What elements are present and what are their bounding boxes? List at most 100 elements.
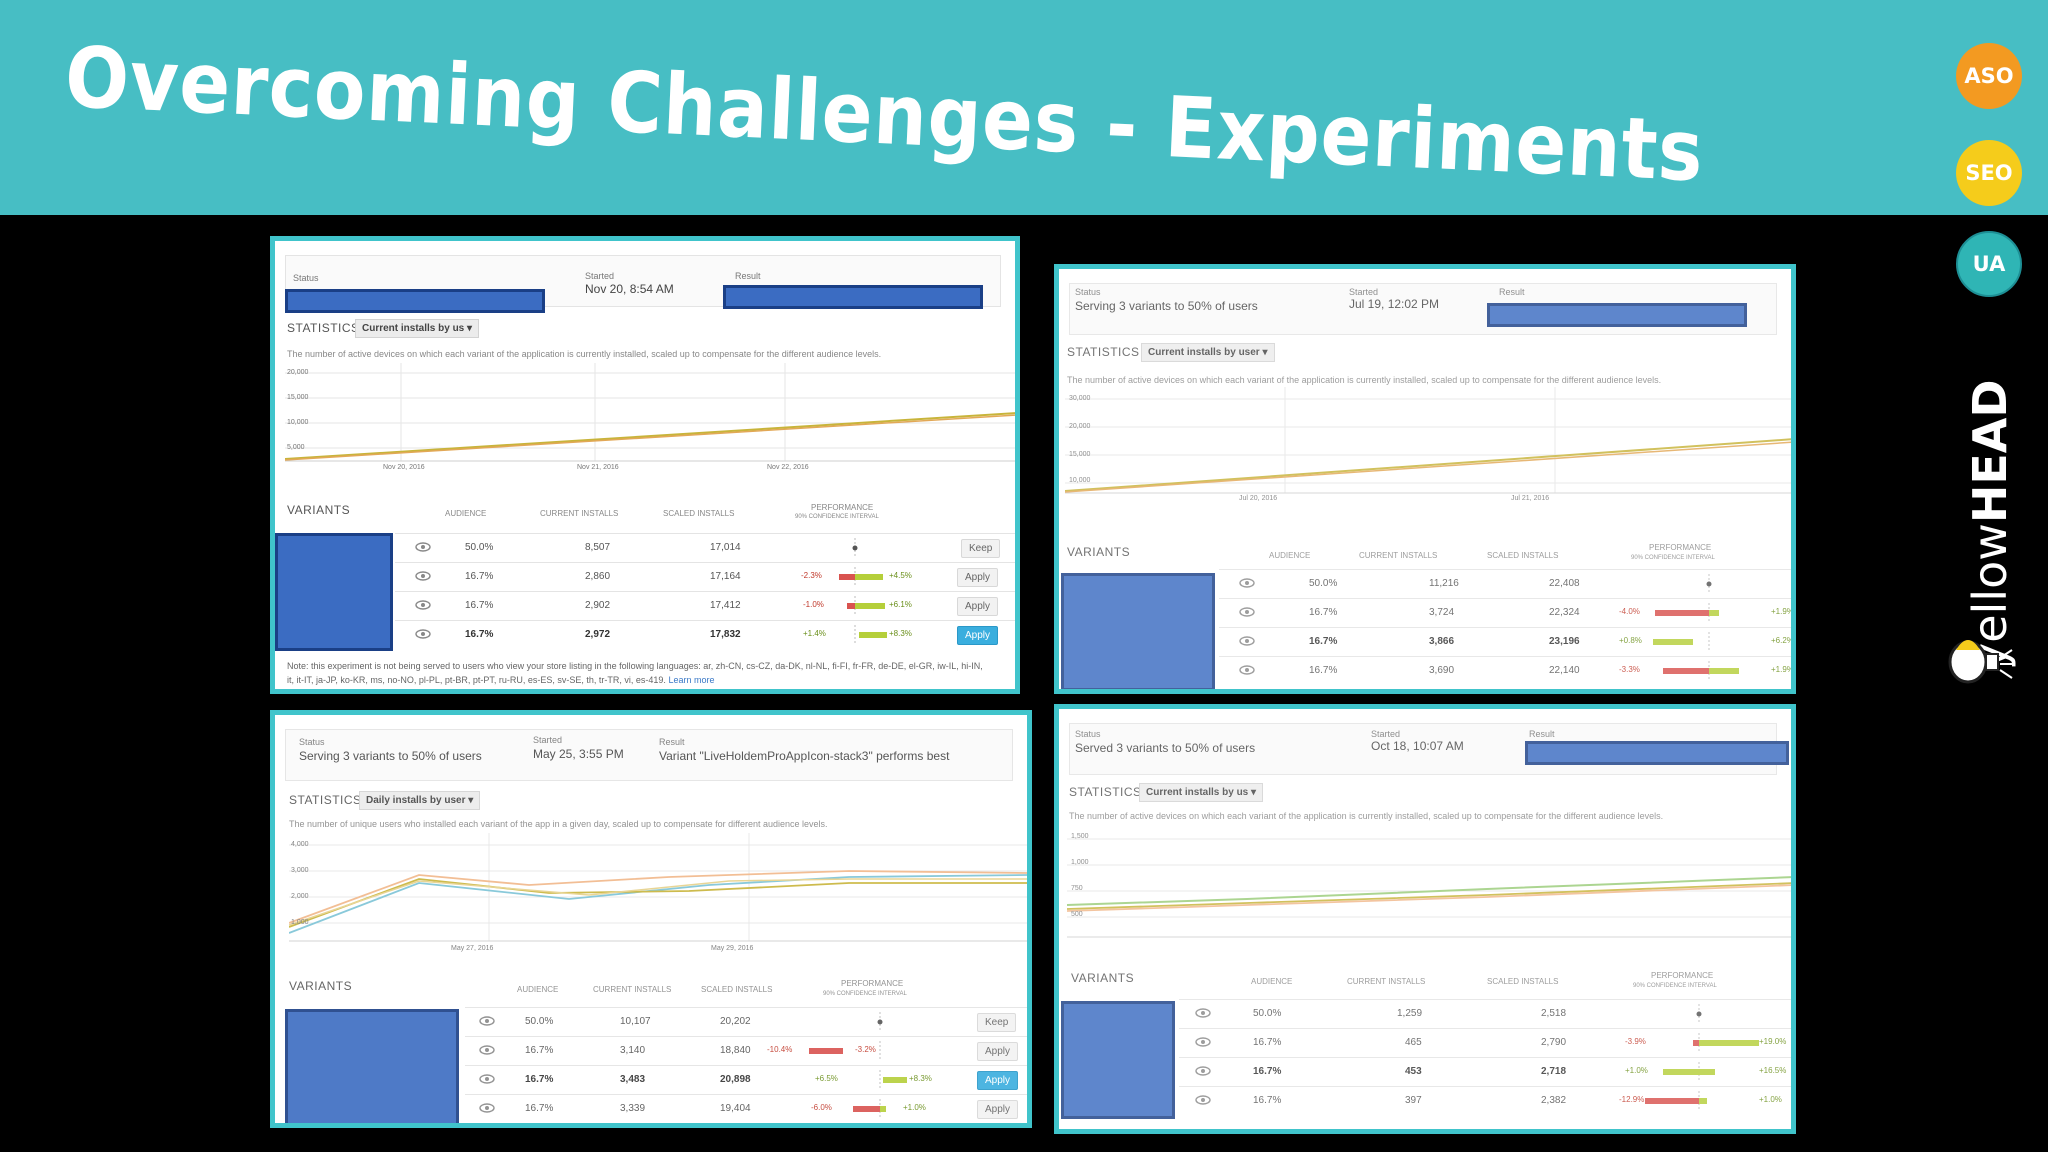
eye-icon[interactable] [479, 1103, 495, 1113]
col-scaled-installs: SCALED INSTALLS [701, 985, 773, 994]
status-value: Served 3 variants to 50% of users [1075, 741, 1256, 755]
apply-button[interactable]: Apply [977, 1071, 1019, 1090]
eye-icon[interactable] [1195, 1037, 1211, 1047]
current-installs-cell: 3,140 [620, 1045, 646, 1056]
current-installs-cell: 465 [1405, 1037, 1422, 1048]
scaled-installs-cell: 23,196 [1549, 636, 1580, 647]
apply-button[interactable]: Apply [977, 1100, 1019, 1119]
table-row: 16.7% 465 2,790 -3.9% +19.0% [1179, 1028, 1791, 1057]
audience-cell: 16.7% [465, 600, 494, 611]
audience-cell: 16.7% [1253, 1066, 1282, 1077]
eye-icon[interactable] [1239, 607, 1255, 617]
perf-high: +1.9% [1771, 665, 1794, 674]
stats-dropdown-label: Daily installs by user [366, 795, 466, 806]
slide-title-text: Overcoming Challenges - Experiments [63, 28, 1706, 200]
perf-high: +8.3% [889, 629, 912, 638]
eye-icon[interactable] [1239, 665, 1255, 675]
stats-dropdown[interactable]: Current installs by user ▾ [1141, 343, 1275, 362]
col-performance: PERFORMANCE [1651, 971, 1714, 980]
statistics-label: STATISTICS [289, 793, 362, 807]
statistics-label: STATISTICS [287, 321, 360, 335]
table-row: 50.0% 11,216 22,408 [1219, 569, 1791, 598]
apply-button[interactable]: Apply [957, 626, 999, 645]
redacted-variant-icons [285, 1009, 459, 1123]
x-tick: Jul 21, 2016 [1511, 495, 1550, 502]
eye-icon[interactable] [479, 1045, 495, 1055]
installs-chart [1064, 387, 1791, 499]
statistics-label: STATISTICS [1067, 345, 1140, 359]
eye-icon[interactable] [415, 600, 431, 610]
audience-cell: 16.7% [465, 571, 494, 582]
performance-bar [1706, 574, 1712, 594]
redacted-result [1525, 741, 1789, 765]
stats-dropdown[interactable]: Current installs by us ▾ [355, 319, 480, 338]
col-performance: PERFORMANCE [1649, 543, 1712, 552]
stats-dropdown[interactable]: Current installs by us ▾ [1139, 783, 1264, 802]
apply-button[interactable]: Apply [977, 1042, 1019, 1061]
result-value: Variant "LiveHoldemProAppIcon-stack3" pe… [659, 749, 950, 763]
eye-icon[interactable] [415, 571, 431, 581]
started-label: Started [1349, 287, 1379, 297]
table-row: 16.7% 2,860 17,164 -2.3% +4.5% Apply [395, 562, 1015, 591]
eye-icon[interactable] [1195, 1095, 1211, 1105]
y-tick: 3,000 [291, 867, 309, 874]
y-tick: 4,000 [291, 841, 309, 848]
col-audience: AUDIENCE [1251, 977, 1293, 986]
perf-high: +1.0% [903, 1103, 926, 1112]
eye-icon[interactable] [415, 542, 431, 552]
table-row: 50.0% 10,107 20,202 Keep [465, 1007, 1027, 1036]
current-installs-cell: 3,724 [1429, 607, 1455, 618]
col-current-installs: CURRENT INSTALLS [540, 509, 619, 518]
variants-label: VARIANTS [289, 979, 353, 993]
result-label: Result [1499, 287, 1525, 297]
eye-icon[interactable] [1195, 1066, 1211, 1076]
learn-more-link[interactable]: Learn more [668, 675, 715, 685]
table-row: 16.7% 3,690 22,140 -3.3% +1.9% [1219, 656, 1794, 685]
col-performance-sub: 90% CONFIDENCE INTERVAL [823, 991, 907, 997]
aso-badge: ASO [1956, 43, 2022, 109]
keep-button[interactable]: Keep [961, 539, 1001, 558]
experiment-header [285, 729, 1013, 781]
variants-label: VARIANTS [1071, 971, 1135, 985]
col-scaled-installs: SCALED INSTALLS [1487, 977, 1559, 986]
apply-button[interactable]: Apply [957, 597, 999, 616]
eye-icon[interactable] [415, 629, 431, 639]
note-line-1: Note: this experiment is not being serve… [287, 661, 983, 671]
stats-dropdown-label: Current installs by us [362, 323, 465, 334]
current-installs-cell: 2,860 [585, 571, 611, 582]
redacted-result [723, 285, 983, 309]
current-installs-cell: 1,259 [1397, 1008, 1423, 1019]
y-tick: 2,000 [291, 893, 309, 900]
audience-cell: 50.0% [1309, 578, 1338, 589]
y-tick: 1,000 [1071, 859, 1089, 866]
performance-bar [853, 1099, 886, 1119]
keep-button[interactable]: Keep [977, 1013, 1017, 1032]
audience-cell: 16.7% [1253, 1095, 1282, 1106]
table-row: 16.7% 3,140 18,840 -10.4% -3.2% Apply [465, 1036, 1027, 1065]
performance-bar [852, 538, 858, 558]
performance-bar [809, 1041, 881, 1061]
col-performance: PERFORMANCE [841, 979, 904, 988]
result-label: Result [1529, 729, 1555, 739]
col-audience: AUDIENCE [517, 985, 559, 994]
status-label: Status [1075, 287, 1101, 297]
eye-icon[interactable] [1239, 578, 1255, 588]
current-installs-cell: 453 [1405, 1066, 1422, 1077]
y-tick: 15,000 [287, 394, 309, 401]
eye-icon[interactable] [479, 1074, 495, 1084]
current-installs-cell: 3,690 [1429, 665, 1455, 676]
stats-dropdown[interactable]: Daily installs by user ▾ [359, 791, 481, 810]
started-value: Jul 19, 12:02 PM [1349, 297, 1440, 311]
current-installs-cell: 3,339 [620, 1103, 646, 1114]
eye-icon[interactable] [479, 1016, 495, 1026]
scaled-installs-cell: 20,202 [720, 1016, 751, 1027]
eye-icon[interactable] [1195, 1008, 1211, 1018]
col-current-installs: CURRENT INSTALLS [1347, 977, 1426, 986]
eye-icon[interactable] [1239, 636, 1255, 646]
perf-low: -3.9% [1625, 1037, 1646, 1046]
scaled-installs-cell: 17,412 [710, 600, 741, 611]
apply-button[interactable]: Apply [957, 568, 999, 587]
perf-low: -4.0% [1619, 607, 1640, 616]
y-tick: 1,500 [1071, 833, 1089, 840]
y-tick: 10,000 [287, 419, 309, 426]
